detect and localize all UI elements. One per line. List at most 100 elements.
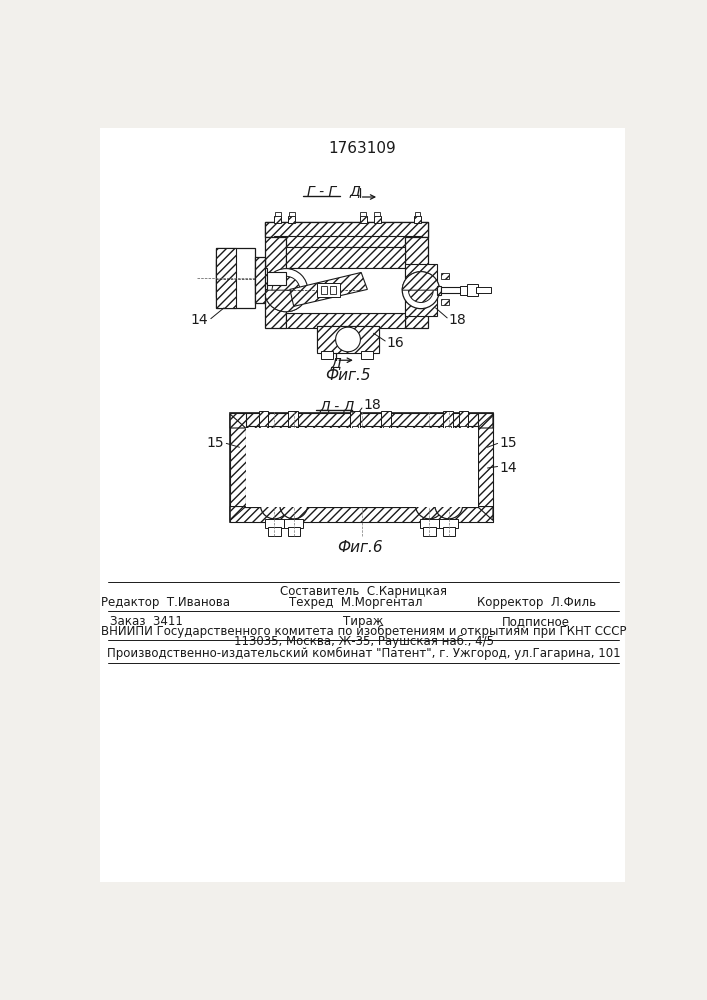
- Circle shape: [344, 446, 380, 483]
- Bar: [407, 431, 413, 437]
- Bar: [296, 431, 303, 437]
- Bar: [288, 411, 298, 428]
- Polygon shape: [286, 312, 404, 328]
- Text: Фиг.6: Фиг.6: [337, 540, 382, 555]
- Polygon shape: [286, 247, 404, 268]
- Text: ВНИИПИ Государственного комитета по изобретениям и открытиям при ГКНТ СССР: ВНИИПИ Государственного комитета по изоб…: [101, 625, 626, 638]
- Bar: [420, 519, 438, 528]
- Bar: [352, 426, 358, 437]
- Circle shape: [280, 491, 308, 519]
- Bar: [281, 431, 287, 437]
- Polygon shape: [404, 264, 437, 316]
- Bar: [460, 426, 467, 437]
- Polygon shape: [274, 235, 421, 247]
- Text: Корректор  Л.Филь: Корректор Л.Филь: [477, 596, 596, 609]
- Bar: [312, 436, 317, 497]
- Bar: [246, 497, 478, 507]
- Bar: [441, 287, 464, 293]
- Bar: [246, 426, 478, 436]
- Bar: [453, 431, 460, 437]
- Bar: [443, 411, 452, 428]
- Circle shape: [334, 436, 390, 492]
- Bar: [351, 411, 360, 428]
- Bar: [398, 464, 464, 478]
- Bar: [259, 464, 325, 478]
- Bar: [414, 212, 420, 216]
- Bar: [453, 495, 460, 501]
- Bar: [281, 495, 287, 501]
- Polygon shape: [290, 272, 368, 306]
- Bar: [289, 212, 295, 216]
- Text: Тираж: Тираж: [344, 615, 384, 628]
- Bar: [317, 326, 379, 351]
- Bar: [459, 411, 468, 428]
- Text: Составитель  С.Карницкая: Составитель С.Карницкая: [280, 585, 447, 598]
- Bar: [423, 527, 436, 536]
- Bar: [381, 411, 391, 428]
- Bar: [438, 436, 443, 497]
- Polygon shape: [265, 237, 286, 328]
- Bar: [438, 495, 444, 501]
- Circle shape: [409, 278, 433, 302]
- Text: 18: 18: [363, 398, 381, 412]
- Bar: [312, 495, 317, 501]
- Text: Д: Д: [349, 184, 361, 198]
- Text: 113035, Москва, Ж-35, Раушская наб., 4/5: 113035, Москва, Ж-35, Раушская наб., 4/5: [233, 635, 493, 648]
- Bar: [312, 431, 317, 437]
- Bar: [361, 351, 373, 359]
- Polygon shape: [216, 248, 255, 308]
- Polygon shape: [255, 268, 267, 289]
- Bar: [260, 426, 267, 437]
- Text: Г - Г: Г - Г: [307, 185, 336, 199]
- Text: Заказ  3411: Заказ 3411: [110, 615, 183, 628]
- Bar: [281, 436, 286, 497]
- Circle shape: [402, 272, 440, 309]
- Bar: [265, 519, 284, 528]
- Polygon shape: [477, 414, 493, 428]
- Text: Фиг.5: Фиг.5: [325, 368, 370, 383]
- Bar: [286, 268, 404, 312]
- Bar: [460, 286, 469, 295]
- Circle shape: [282, 449, 313, 480]
- Polygon shape: [230, 413, 493, 522]
- Bar: [454, 436, 459, 497]
- Bar: [259, 411, 268, 428]
- Bar: [361, 212, 366, 216]
- Bar: [478, 413, 493, 507]
- Bar: [441, 299, 449, 305]
- Polygon shape: [317, 326, 379, 353]
- Bar: [288, 527, 300, 536]
- Polygon shape: [437, 286, 441, 295]
- Bar: [423, 436, 428, 497]
- Text: Техред  М.Моргентал: Техред М.Моргентал: [289, 596, 423, 609]
- Circle shape: [416, 491, 443, 519]
- Text: 14: 14: [499, 461, 517, 475]
- Bar: [441, 273, 449, 279]
- Bar: [230, 507, 493, 522]
- Bar: [297, 436, 301, 497]
- Text: Д: Д: [331, 356, 341, 370]
- Polygon shape: [404, 237, 428, 328]
- Bar: [467, 284, 478, 296]
- Circle shape: [406, 449, 437, 480]
- Circle shape: [429, 449, 460, 480]
- Bar: [230, 413, 246, 507]
- Bar: [321, 286, 327, 294]
- Polygon shape: [230, 414, 246, 428]
- Bar: [321, 351, 332, 359]
- Circle shape: [260, 491, 288, 519]
- Text: 1763109: 1763109: [328, 141, 396, 156]
- Text: 15: 15: [499, 436, 517, 450]
- Text: Подписное: Подписное: [503, 615, 571, 628]
- Bar: [438, 431, 444, 437]
- Wedge shape: [402, 272, 440, 290]
- Circle shape: [264, 269, 308, 312]
- Bar: [296, 495, 303, 501]
- Bar: [246, 428, 478, 507]
- Polygon shape: [255, 257, 265, 303]
- Bar: [383, 426, 389, 437]
- Bar: [408, 436, 412, 497]
- Text: 16: 16: [387, 336, 404, 350]
- Polygon shape: [477, 507, 493, 520]
- Bar: [407, 495, 413, 501]
